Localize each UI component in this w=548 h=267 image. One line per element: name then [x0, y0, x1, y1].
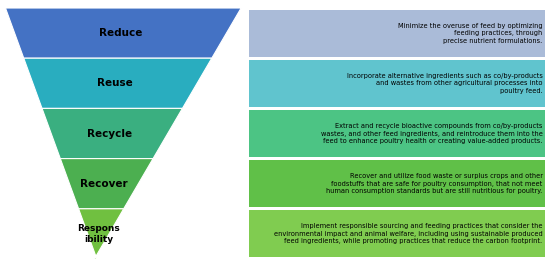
Text: Recover and utilize food waste or surplus crops and other
foodstuffs that are sa: Recover and utilize food waste or surplu…: [326, 173, 543, 194]
Text: Recycle: Recycle: [87, 128, 132, 139]
Text: Reuse: Reuse: [97, 78, 133, 88]
Bar: [249, 10, 545, 57]
Polygon shape: [42, 108, 182, 159]
Polygon shape: [60, 159, 153, 209]
Polygon shape: [78, 209, 124, 259]
Bar: [249, 110, 545, 157]
Text: Extract and recycle bioactive compounds from co/by-products
wastes, and other fe: Extract and recycle bioactive compounds …: [321, 123, 543, 144]
Text: Implement responsible sourcing and feeding practices that consider the
environme: Implement responsible sourcing and feedi…: [274, 223, 543, 244]
Text: Minimize the overuse of feed by optimizing
feeding practices, through
precise nu: Minimize the overuse of feed by optimizi…: [398, 23, 543, 44]
Text: Incorporate alternative ingredients such as co/by-products
and wastes from other: Incorporate alternative ingredients such…: [347, 73, 543, 94]
Text: Recover: Recover: [80, 179, 128, 189]
Text: Reduce: Reduce: [99, 28, 142, 38]
Polygon shape: [5, 8, 241, 58]
Bar: [249, 160, 545, 207]
Bar: [249, 210, 545, 257]
Polygon shape: [24, 58, 212, 108]
Bar: [249, 60, 545, 107]
Text: Respons
ibility: Respons ibility: [77, 224, 120, 244]
